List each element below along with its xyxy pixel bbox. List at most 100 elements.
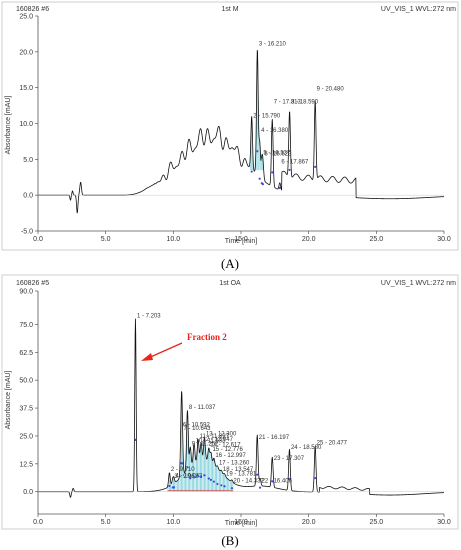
panel-b-y-axis-label: Absorbance [mAU] — [5, 371, 12, 430]
panel-b-peak-label: 25 - 20.477 — [317, 440, 348, 446]
panel-b-x-tick-label: 20.0 — [302, 519, 316, 526]
panel-b-peak-label: 16 - 12.997 — [215, 453, 246, 459]
panel-a-x-tick-label: 5.0 — [101, 236, 111, 243]
panel-b-peak-marker — [212, 480, 216, 483]
panel-a-caption: (A) — [221, 256, 239, 271]
panel-b-peak-label: 22 - 16.406 — [262, 478, 293, 484]
panel-b-peak-label: 14 - 12.617 — [210, 443, 241, 449]
panel-a-peak-label: 9 - 20.480 — [317, 86, 345, 92]
panel-b-peak-label: 21 - 16.197 — [259, 435, 290, 441]
panel-b-peak-label: 11 - 11.827 — [200, 434, 230, 440]
panel-b-peak-label: 10 - 11.533 — [196, 438, 227, 444]
fraction-annotation: Fraction 2 — [141, 332, 227, 361]
panel-a-peak-marker — [250, 170, 253, 173]
panel-a-header-center: 1st M — [221, 6, 238, 13]
panel-a-header-left: 160826 #6 — [16, 6, 49, 13]
panel-b-peak-marker — [199, 475, 203, 479]
panel-a-y-tick-label: -5.0 — [21, 229, 33, 236]
panel-b-x-tick-label: 10.0 — [167, 519, 181, 526]
panel-a-y-tick-label: 0.0 — [23, 193, 33, 200]
panel-a-x-tick-label: 25.0 — [370, 236, 384, 243]
panel-b-y-tick-label: 75.0 — [19, 322, 33, 329]
panel-a-x-tick-label: 15.0 — [234, 236, 248, 243]
panel-b-peak-marker — [196, 474, 200, 478]
panel-b-peak-label: 7 - 10.643 — [183, 426, 211, 432]
panel-a-peak-marker — [256, 150, 259, 153]
panel-b-peak-marker — [209, 478, 213, 481]
panel-b-peak-marker — [134, 438, 137, 441]
fraction-arrow-line — [145, 342, 183, 360]
panel-b-header-left: 160826 #5 — [16, 280, 49, 287]
panel-b: 160826 #5 1st OA UV_VIS_1 WVL:272 nm Abs… — [1, 274, 459, 530]
panel-b-peak-label: 13 - 12.300 — [206, 432, 237, 438]
panel-b-peak-label: 8 - 11.037 — [189, 405, 216, 411]
panel-a-axes — [37, 16, 444, 232]
panel-b-peak-marker — [288, 477, 291, 481]
panel-b-x-tick-label: 5.0 — [101, 519, 111, 526]
panel-a-y-axis-label: Absorbance [mAU] — [5, 96, 12, 155]
fraction-arrow-head — [141, 353, 153, 361]
panel-a-y-tick-label: 20.0 — [19, 49, 33, 56]
panel-a-y-tick-label: 10.0 — [19, 121, 33, 128]
panel-a-y-tick-label: 5.0 — [23, 157, 33, 164]
panel-b-peak-label: 6 - 10.592 — [183, 423, 211, 429]
panel-b-peak-marker — [192, 476, 196, 479]
panel-a-peak-marker — [288, 168, 291, 172]
panel-b-peak-marker — [168, 484, 171, 488]
panel-a-peak-label: 4 - 16.380 — [261, 128, 289, 134]
panel-b-peak-label: 23 - 17.307 — [274, 456, 305, 462]
panel-b-peak-marker — [314, 476, 317, 480]
panel-b-peak-label: 3 - 9.962 — [174, 474, 198, 480]
panel-a: 160826 #6 1st M UV_VIS_1 WVL:272 nm Abso… — [1, 1, 459, 251]
panel-b-axes — [37, 291, 444, 515]
panel-b-peak-label: 17 - 13.260 — [219, 461, 250, 467]
panel-b-x-tick-label: 0.0 — [33, 519, 43, 526]
panel-a-ticks: 0.0 5.0 10.0 15.0 20.0 25.0 30.0-5.00.05.010.0… — [19, 14, 451, 244]
panel-b-peak-label: 15 - 12.776 — [212, 447, 243, 453]
panel-a-peak-marker — [278, 186, 281, 190]
panel-b-peak-marker — [223, 485, 226, 488]
fraction-annotation-label: Fraction 2 — [187, 332, 227, 342]
panel-b-y-tick-label: 62.5 — [19, 350, 33, 357]
panel-a-peak-label: 2 - 15.790 — [253, 114, 281, 120]
panel-b-ticks: 0.0 5.0 10.0 15.0 20.0 25.0 30.0 0.0 12.5 25.0 37.… — [19, 289, 451, 527]
panel-a-peak-marker — [271, 171, 274, 174]
panel-b-caption: (B) — [221, 533, 238, 548]
panel-b-peak-label: 1 - 7.203 — [137, 313, 161, 319]
panel-a-y-tick-label: 15.0 — [19, 85, 33, 92]
panel-b-peak-marker — [220, 484, 223, 487]
panel-a-peak-label: 7 - 17.313 — [274, 99, 302, 105]
panel-b-frame — [1, 274, 459, 530]
panel-a-peak-label: 6 - 16.623 — [264, 152, 292, 158]
panel-a-peak-marker — [258, 177, 261, 180]
panel-a-header-right: UV_VIS_1 WVL:272 nm — [381, 6, 456, 13]
panel-b-y-tick-label: 50.0 — [19, 378, 33, 385]
panel-a-trace — [37, 49, 445, 214]
panel-b-header-center: 1st OA — [219, 280, 241, 287]
panel-b-peak-marker — [216, 482, 219, 486]
panel-b-peak-label: 20 - 14.332 — [233, 478, 264, 484]
panel-b-y-tick-label: 0.0 — [23, 489, 33, 496]
panel-a-x-tick-label: 20.0 — [302, 236, 316, 243]
panel-b-peak-marker — [172, 486, 175, 489]
panel-b-peak-marker — [207, 477, 210, 480]
panel-b-peak-marker — [256, 473, 259, 476]
panel-b-peak-label: 9 - 11.252 — [192, 442, 219, 448]
panel-b-peak-marker — [189, 477, 192, 480]
panel-b-x-tick-label: 15.0 — [234, 519, 248, 526]
panel-a-frame — [1, 1, 459, 251]
panel-b-y-tick-label: 37.5 — [19, 406, 33, 413]
panel-b-peak-marker — [186, 466, 189, 469]
panel-b-y-tick-label: 90.0 — [19, 289, 33, 296]
panel-b-y-tick-label: 12.5 — [19, 461, 33, 468]
panel-b-peak-marker — [258, 486, 262, 489]
panel-a-x-tick-label: 10.0 — [167, 236, 181, 243]
panel-a-peak-labels: 2 - 15.790 3 - 16.210 4 - 16.380 5 - 16.537… — [250, 41, 345, 190]
panel-a-x-tick-label: 0.0 — [33, 236, 43, 243]
panel-a-peak-label: 5 - 16.537 — [263, 150, 291, 156]
panel-b-header-right: UV_VIS_1 WVL:272 nm — [381, 280, 456, 287]
panel-b-x-axis-label: Time [min] — [225, 520, 257, 527]
panel-b-y-tick-label: 25.0 — [19, 433, 33, 440]
panel-b-peak-marker — [230, 487, 234, 490]
